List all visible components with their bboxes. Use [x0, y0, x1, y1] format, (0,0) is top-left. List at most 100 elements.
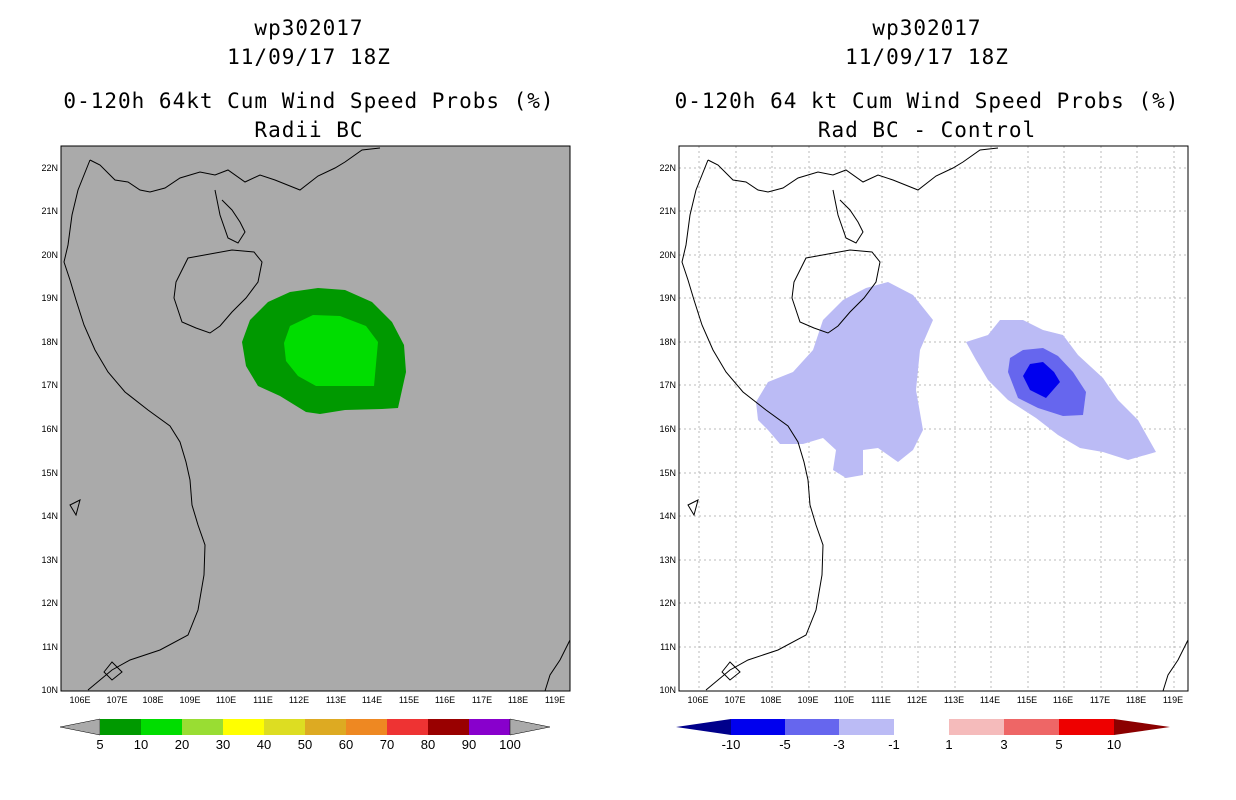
left-map-background: [61, 146, 570, 691]
right-colorbar-swatch: [1004, 719, 1059, 735]
lat-label: 19N: [41, 293, 58, 303]
colorbar-label: 10: [133, 737, 149, 752]
right-datetime: 11/09/17 18Z: [845, 45, 1009, 69]
lon-label: 116E: [1052, 695, 1074, 705]
left-colorbar-swatch: [305, 719, 346, 735]
lon-label: 112E: [288, 695, 310, 705]
lon-label: 107E: [724, 695, 746, 705]
left-inner-prob-area: [284, 315, 378, 386]
colorbar-label: 5: [96, 737, 104, 752]
right-colorbar: [676, 719, 1170, 735]
right-colorbar-swatch: [949, 719, 1004, 735]
lon-label: 117E: [471, 695, 493, 705]
right-storm-id: wp302017: [872, 16, 982, 40]
colorbar-label: 100: [499, 737, 521, 752]
colorbar-label: 1: [945, 737, 953, 752]
lat-label: 14N: [41, 511, 58, 521]
lon-label: 109E: [179, 695, 201, 705]
colorbar-label: 5: [1055, 737, 1063, 752]
right-subtitle: Rad BC - Control: [817, 118, 1037, 142]
left-colorbar-swatch: [223, 719, 264, 735]
colorbar-label: 60: [338, 737, 354, 752]
left-title: 0-120h 64kt Cum Wind Speed Probs (%): [63, 89, 555, 113]
lat-label: 10N: [41, 685, 58, 695]
right-map: [676, 145, 1189, 735]
lon-label: 118E: [1125, 695, 1147, 705]
lat-label: 10N: [659, 685, 676, 695]
lon-label: 109E: [797, 695, 819, 705]
colorbar-label: -1: [888, 737, 900, 752]
colorbar-label: 10: [1106, 737, 1122, 752]
right-map-frame: [678, 145, 1189, 692]
left-map-frame: [60, 145, 571, 692]
lon-label: 116E: [434, 695, 456, 705]
colorbar-label: 50: [297, 737, 313, 752]
left-colorbar-swatch: [387, 719, 428, 735]
lat-label: 17N: [41, 380, 58, 390]
lat-label: 12N: [659, 598, 676, 608]
lon-label: 107E: [106, 695, 128, 705]
lon-label: 119E: [1162, 695, 1184, 705]
left-colorbar-swatch: [141, 719, 182, 735]
right-dark-blue-area: [1023, 362, 1060, 398]
lat-label: 12N: [41, 598, 58, 608]
lat-label: 14N: [659, 511, 676, 521]
lat-label: 20N: [41, 250, 58, 260]
colorbar-label: 70: [379, 737, 395, 752]
right-colorbar-swatch: [731, 719, 785, 735]
lon-label: 112E: [906, 695, 928, 705]
lat-label: 16N: [659, 424, 676, 434]
lon-label: 106E: [687, 695, 709, 705]
left-map: [59, 145, 571, 736]
lat-label: 16N: [41, 424, 58, 434]
right-title: 0-120h 64 kt Cum Wind Speed Probs (%): [674, 89, 1180, 113]
colorbar-label: 3: [1000, 737, 1008, 752]
lat-label: 15N: [659, 468, 676, 478]
lon-label: 119E: [544, 695, 566, 705]
lat-label: 21N: [659, 206, 676, 216]
lat-label: 17N: [659, 380, 676, 390]
lon-label: 110E: [833, 695, 855, 705]
right-map-grid: [679, 146, 1188, 691]
left-panel: wp302017 11/09/17 18Z 0-120h 64kt Cum Wi…: [41, 16, 571, 752]
left-colorbar-swatch: [100, 719, 141, 735]
lat-label: 13N: [41, 555, 58, 565]
lat-label: 15N: [41, 468, 58, 478]
lat-label: 19N: [659, 293, 676, 303]
colorbar-label: 40: [256, 737, 272, 752]
left-colorbar-swatch: [264, 719, 305, 735]
left-coastline: [63, 147, 571, 692]
lon-label: 115E: [398, 695, 420, 705]
right-panel: wp302017 11/09/17 18Z 0-120h 64 kt Cum W…: [618, 0, 1236, 800]
lat-label: 11N: [42, 642, 58, 652]
lon-label: 111E: [253, 695, 273, 705]
lat-label: 18N: [659, 337, 676, 347]
lon-label: 114E: [979, 695, 1001, 705]
left-datetime: 11/09/17 18Z: [227, 45, 391, 69]
colorbar-label: -3: [833, 737, 845, 752]
colorbar-label: 30: [215, 737, 231, 752]
lat-label: 22N: [659, 163, 676, 173]
colorbar-label: 90: [461, 737, 477, 752]
lon-label: 118E: [507, 695, 529, 705]
lon-label: 111E: [871, 695, 891, 705]
lon-label: 114E: [361, 695, 383, 705]
lat-label: 22N: [41, 163, 58, 173]
right-light-blue-area-west: [756, 282, 933, 478]
colorbar-label: -5: [779, 737, 791, 752]
left-colorbar: [59, 718, 551, 736]
left-colorbar-swatch: [182, 719, 223, 735]
left-storm-id: wp302017: [254, 16, 364, 40]
left-colorbar-swatch: [469, 719, 510, 735]
colorbar-label: 80: [420, 737, 436, 752]
left-subtitle: Radii BC: [254, 118, 364, 142]
lon-label: 113E: [943, 695, 965, 705]
lat-label: 13N: [659, 555, 676, 565]
lon-label: 113E: [325, 695, 347, 705]
colorbar-label: -10: [721, 737, 741, 752]
right-colorbar-swatch: [894, 719, 949, 735]
lon-label: 108E: [760, 695, 782, 705]
left-colorbar-swatch: [428, 719, 469, 735]
right-colorbar-swatch: [785, 719, 839, 735]
lat-label: 21N: [41, 206, 58, 216]
